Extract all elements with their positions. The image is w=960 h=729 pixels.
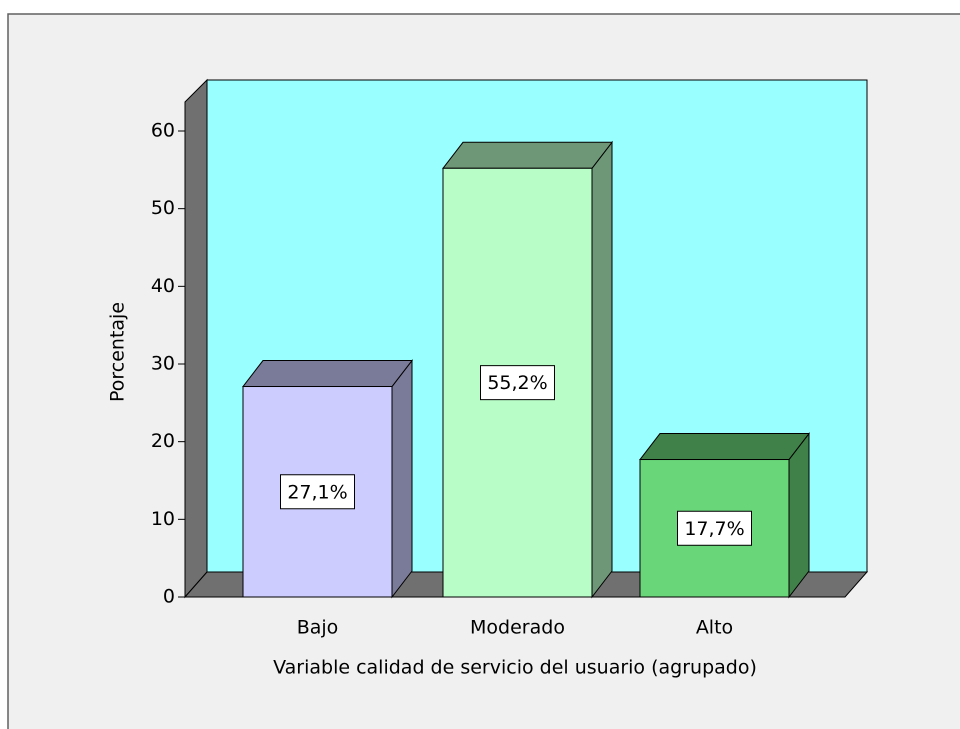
value-label-box: [677, 510, 752, 546]
bar-top: [441, 141, 614, 169]
y-tick-label: 40: [151, 275, 175, 297]
y-tick-label: 10: [151, 508, 175, 530]
x-tick-label: Alto: [696, 617, 733, 639]
y-tick-label: 50: [151, 197, 175, 219]
bar-top: [638, 433, 811, 461]
bar-side: [788, 432, 810, 599]
y-tick-label: 30: [151, 353, 175, 375]
value-label: 17,7%: [684, 518, 744, 540]
y-tick-label: 0: [163, 586, 175, 608]
value-label: 55,2%: [487, 372, 547, 394]
bar-top: [241, 360, 414, 388]
value-label: 27,1%: [287, 481, 347, 503]
x-tick-label: Bajo: [297, 617, 339, 639]
x-tick-label: Moderado: [470, 617, 565, 639]
x-axis-title: Variable calidad de servicio del usuario…: [273, 657, 757, 679]
value-label-box: [280, 474, 355, 510]
y-tick-label: 60: [151, 120, 175, 142]
y-axis-title: Porcentaje: [107, 302, 129, 402]
bar-side: [391, 359, 413, 599]
bar-side: [591, 140, 613, 599]
value-label-box: [480, 365, 555, 401]
y-tick-label: 20: [151, 430, 175, 452]
side-wall: [184, 78, 208, 599]
